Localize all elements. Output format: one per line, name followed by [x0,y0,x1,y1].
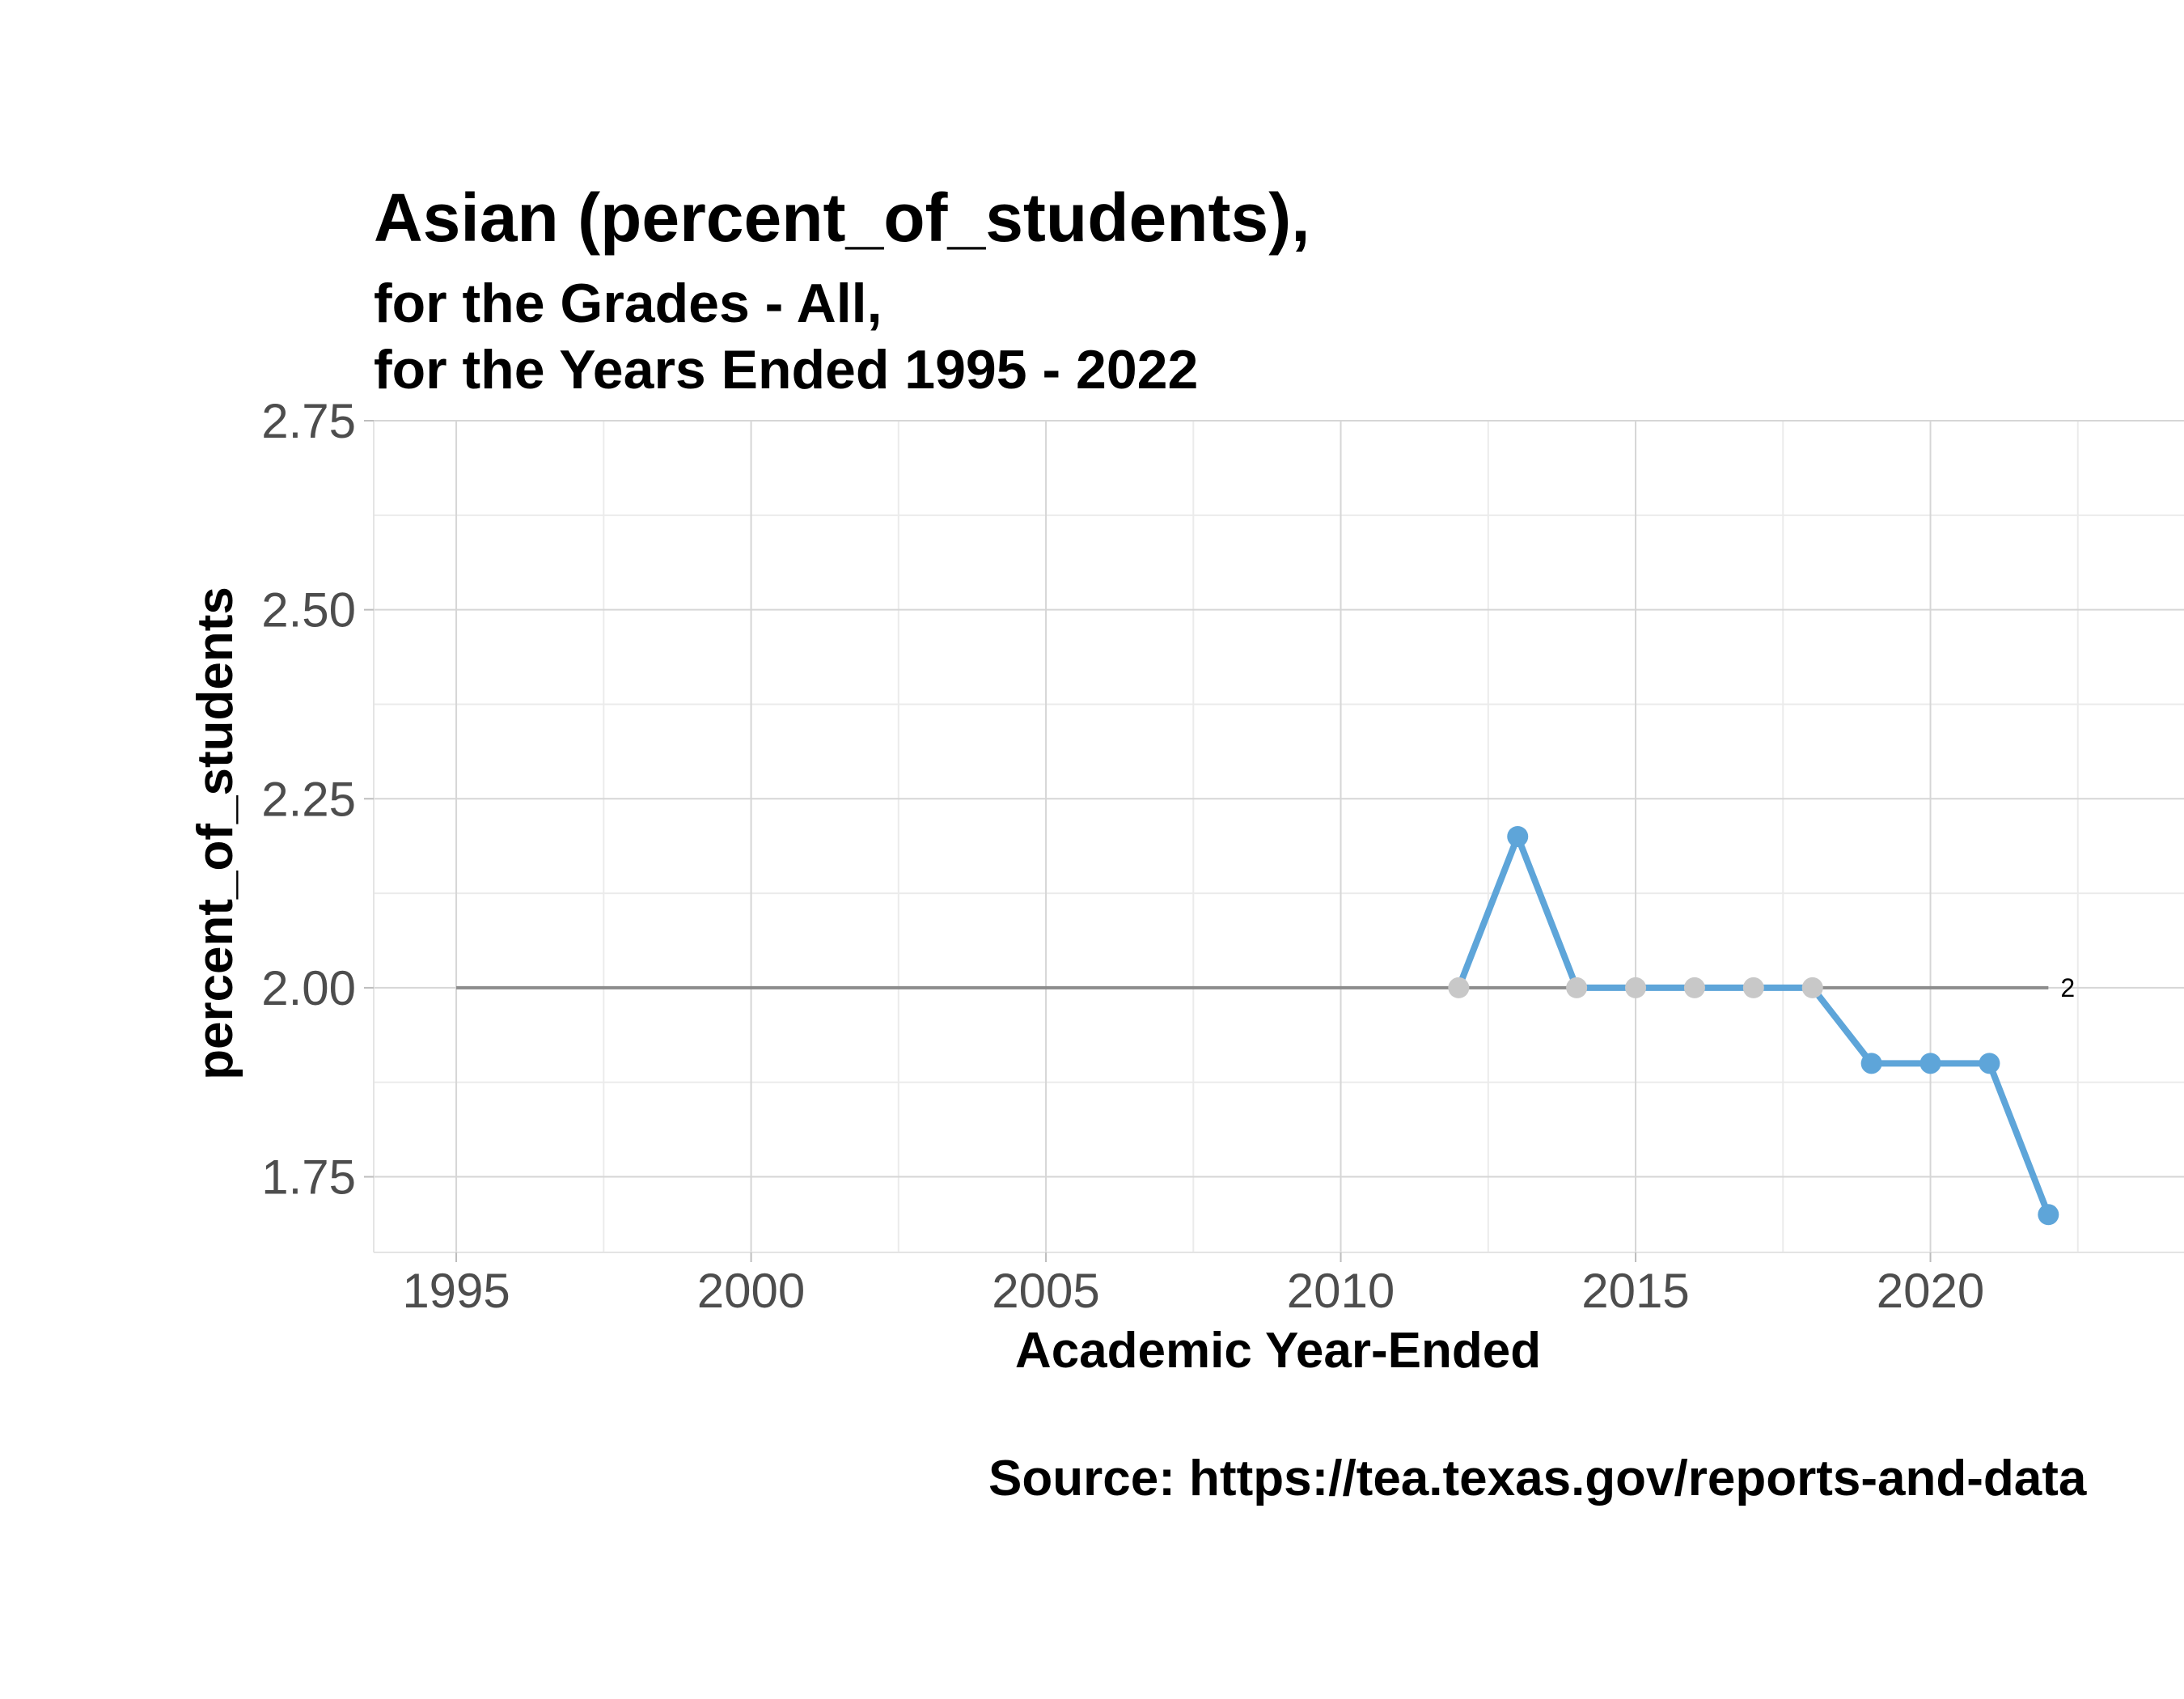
x-tick-label: 2010 [1287,1264,1395,1318]
x-tick-label: 2000 [697,1264,805,1318]
y-tick-label: 1.75 [261,1150,356,1205]
chart-subtitle-line-1: for the Grades - All, [374,273,882,334]
reference-line-layer: 2 [456,973,2075,1002]
data-point [1566,977,1588,998]
y-tick-label: 2.25 [261,772,356,826]
data-point [1625,977,1647,998]
reference-line-label: 2 [2060,973,2075,1002]
y-tick-label: 2.75 [261,394,356,448]
data-point [2038,1204,2059,1226]
x-tick-label: 2020 [1877,1264,1984,1318]
x-tick-label: 1995 [402,1264,510,1318]
y-axis-title: percent_of_students [188,587,243,1080]
data-point [1979,1053,2000,1074]
data-point [1919,1053,1941,1074]
tick-labels: 1995 2000 2005 2010 2015 2020 1.75 2.00 2.25 2.50… [261,394,1984,1318]
data-point [1860,1053,1882,1074]
data-point [1448,977,1470,998]
y-tick-label: 2.50 [261,583,356,638]
source-caption: Source: https://tea.texas.gov/reports-an… [988,1451,2087,1506]
x-tick-label: 2015 [1581,1264,1689,1318]
data-point [1683,977,1705,998]
chart-subtitle-line-2: for the Years Ended 1995 - 2022 [374,339,1198,400]
x-axis-title: Academic Year-Ended [1015,1323,1541,1379]
data-point [1507,826,1529,847]
data-point [1801,977,1823,998]
series-layer [1448,826,2059,1226]
axis-ticks [364,420,2184,1262]
x-tick-label: 2005 [992,1264,1099,1318]
data-point [1742,977,1764,998]
gridlines [374,420,2184,1252]
y-tick-label: 2.00 [261,961,356,1015]
chart-title: Asian (percent_of_students), [374,180,1310,256]
